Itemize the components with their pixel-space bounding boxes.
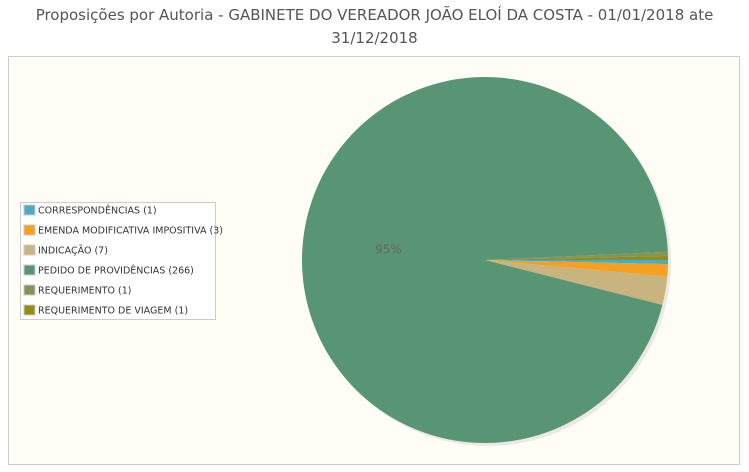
legend-label: CORRESPONDÊNCIAS (1) [38,205,157,217]
legend-label: EMENDA MODIFICATIVA IMPOSITIVA (3) [38,226,223,237]
pie-slice [485,251,668,260]
pie-slice [485,260,668,305]
legend-swatch [23,204,36,216]
legend-swatch [23,284,36,296]
legend-swatch [23,244,36,256]
legend-swatch [23,224,36,236]
chart-title: Proposições por Autoria - GABINETE DO VE… [35,6,714,47]
pie-slice [485,260,668,277]
legend-box [20,202,216,320]
legend-label: REQUERIMENTO (1) [38,286,132,297]
data-label: 95% [375,243,402,257]
pie-slice [485,260,668,265]
legend-label: INDICAÇÃO (7) [38,246,108,257]
legend-swatch [23,304,36,316]
pie-slice [301,77,668,444]
legend-swatch [23,264,36,276]
pie-slice [485,255,668,260]
legend-label: PEDIDO DE PROVIDÊNCIAS (266) [38,265,194,277]
legend-label: REQUERIMENTO DE VIAGEM (1) [38,306,188,317]
